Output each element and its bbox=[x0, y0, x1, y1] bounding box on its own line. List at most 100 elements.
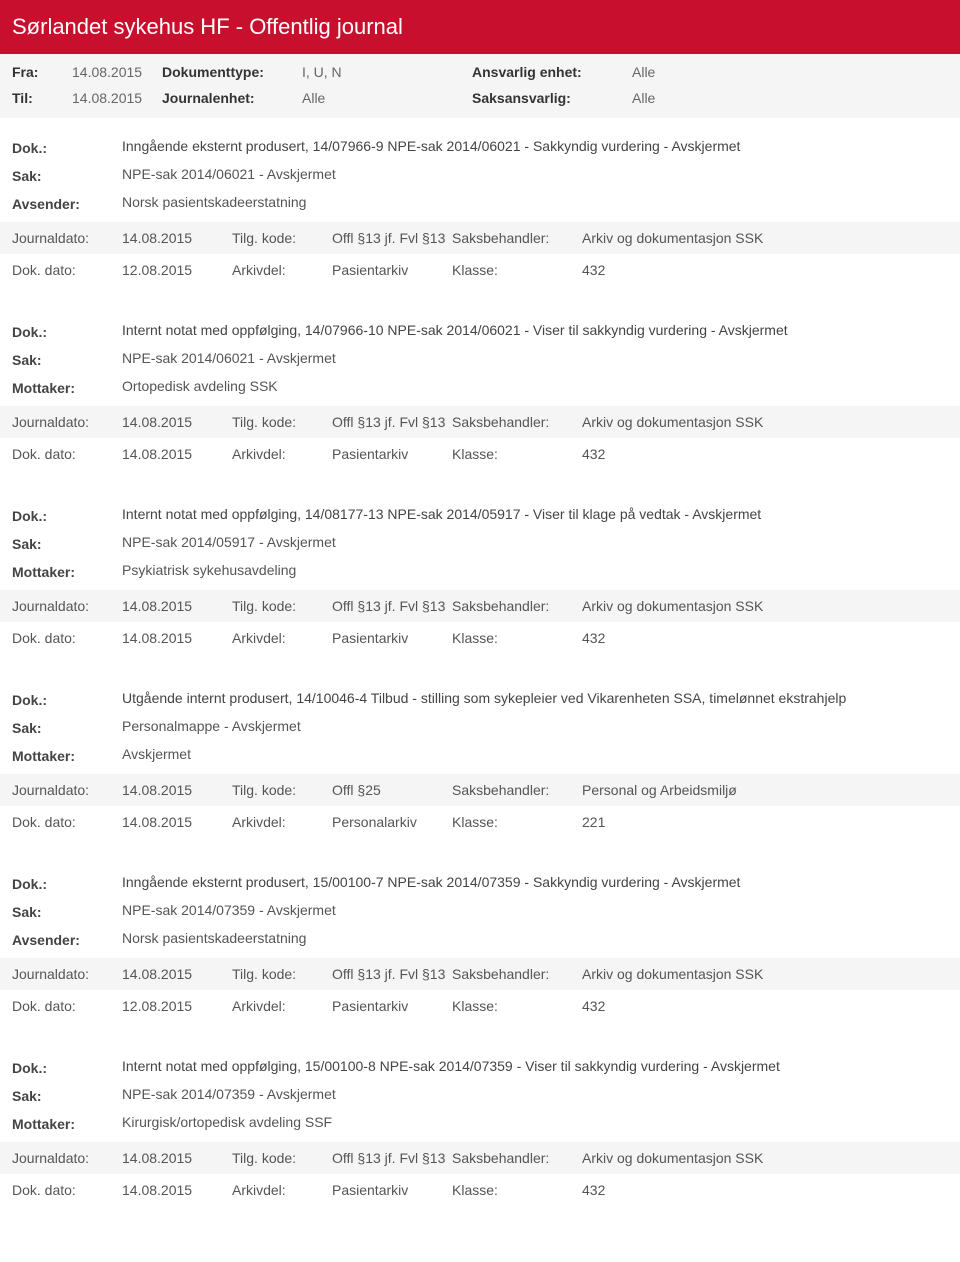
klasse-label: Klasse: bbox=[452, 1182, 582, 1198]
party-label: Mottaker: bbox=[12, 378, 122, 396]
filter-journalenhet-value: Alle bbox=[302, 90, 462, 106]
dok-value: Internt notat med oppfølging, 14/08177-1… bbox=[122, 506, 948, 524]
sak-value: NPE-sak 2014/06021 - Avskjermet bbox=[122, 350, 948, 368]
dokdato-label: Dok. dato: bbox=[12, 998, 122, 1014]
party-label: Avsender: bbox=[12, 930, 122, 948]
saksbehandler-value: Arkiv og dokumentasjon SSK bbox=[582, 966, 948, 982]
dok-value: Internt notat med oppfølging, 15/00100-8… bbox=[122, 1058, 948, 1076]
arkivdel-label: Arkivdel: bbox=[232, 1182, 332, 1198]
sak-label: Sak: bbox=[12, 350, 122, 368]
sak-value: NPE-sak 2014/07359 - Avskjermet bbox=[122, 1086, 948, 1104]
dok-value: Inngående eksternt produsert, 15/00100-7… bbox=[122, 874, 948, 892]
dokdato-label: Dok. dato: bbox=[12, 630, 122, 646]
saksbehandler-label: Saksbehandler: bbox=[452, 782, 582, 798]
party-label: Mottaker: bbox=[12, 746, 122, 764]
dok-label: Dok.: bbox=[12, 138, 122, 156]
dok-value: Inngående eksternt produsert, 14/07966-9… bbox=[122, 138, 948, 156]
filter-journalenhet-label: Journalenhet: bbox=[162, 90, 292, 106]
filter-fra-value: 14.08.2015 bbox=[72, 64, 152, 80]
filter-doktype-label: Dokumenttype: bbox=[162, 64, 292, 80]
journaldato-value: 14.08.2015 bbox=[122, 1150, 232, 1166]
arkivdel-value: Pasientarkiv bbox=[332, 446, 452, 462]
party-label: Mottaker: bbox=[12, 1114, 122, 1132]
dok-label: Dok.: bbox=[12, 690, 122, 708]
party-label: Avsender: bbox=[12, 194, 122, 212]
klasse-value: 432 bbox=[582, 446, 948, 462]
tilgkode-label: Tilg. kode: bbox=[232, 230, 332, 246]
record: Dok.:Internt notat med oppfølging, 14/08… bbox=[0, 504, 960, 654]
saksbehandler-value: Arkiv og dokumentasjon SSK bbox=[582, 1150, 948, 1166]
sak-label: Sak: bbox=[12, 718, 122, 736]
klasse-label: Klasse: bbox=[452, 446, 582, 462]
journaldato-value: 14.08.2015 bbox=[122, 414, 232, 430]
dok-value: Utgående internt produsert, 14/10046-4 T… bbox=[122, 690, 948, 708]
arkivdel-label: Arkivdel: bbox=[232, 998, 332, 1014]
party-value: Ortopedisk avdeling SSK bbox=[122, 378, 948, 396]
tilgkode-value: Offl §25 bbox=[332, 782, 452, 798]
arkivdel-label: Arkivdel: bbox=[232, 630, 332, 646]
journaldato-value: 14.08.2015 bbox=[122, 966, 232, 982]
arkivdel-value: Pasientarkiv bbox=[332, 262, 452, 278]
dokdato-label: Dok. dato: bbox=[12, 814, 122, 830]
dokdato-value: 14.08.2015 bbox=[122, 446, 232, 462]
journaldato-value: 14.08.2015 bbox=[122, 782, 232, 798]
tilgkode-value: Offl §13 jf. Fvl §13 bbox=[332, 230, 452, 246]
arkivdel-label: Arkivdel: bbox=[232, 446, 332, 462]
dokdato-label: Dok. dato: bbox=[12, 262, 122, 278]
party-label: Mottaker: bbox=[12, 562, 122, 580]
arkivdel-value: Pasientarkiv bbox=[332, 998, 452, 1014]
klasse-value: 221 bbox=[582, 814, 948, 830]
klasse-value: 432 bbox=[582, 262, 948, 278]
tilgkode-label: Tilg. kode: bbox=[232, 782, 332, 798]
dokdato-value: 12.08.2015 bbox=[122, 262, 232, 278]
arkivdel-value: Pasientarkiv bbox=[332, 630, 452, 646]
tilgkode-label: Tilg. kode: bbox=[232, 598, 332, 614]
record: Dok.:Internt notat med oppfølging, 14/07… bbox=[0, 320, 960, 470]
filter-ansvarlig-value: Alle bbox=[632, 64, 752, 80]
tilgkode-value: Offl §13 jf. Fvl §13 bbox=[332, 1150, 452, 1166]
klasse-label: Klasse: bbox=[452, 630, 582, 646]
tilgkode-value: Offl §13 jf. Fvl §13 bbox=[332, 414, 452, 430]
saksbehandler-label: Saksbehandler: bbox=[452, 966, 582, 982]
filter-til-label: Til: bbox=[12, 90, 62, 106]
saksbehandler-value: Arkiv og dokumentasjon SSK bbox=[582, 230, 948, 246]
saksbehandler-value: Personal og Arbeidsmiljø bbox=[582, 782, 948, 798]
tilgkode-value: Offl §13 jf. Fvl §13 bbox=[332, 966, 452, 982]
klasse-value: 432 bbox=[582, 630, 948, 646]
tilgkode-label: Tilg. kode: bbox=[232, 414, 332, 430]
party-value: Norsk pasientskadeerstatning bbox=[122, 194, 948, 212]
dokdato-value: 14.08.2015 bbox=[122, 814, 232, 830]
party-value: Avskjermet bbox=[122, 746, 948, 764]
sak-label: Sak: bbox=[12, 902, 122, 920]
filter-saksansvarlig-label: Saksansvarlig: bbox=[472, 90, 622, 106]
klasse-label: Klasse: bbox=[452, 262, 582, 278]
journaldato-label: Journaldato: bbox=[12, 1150, 122, 1166]
saksbehandler-label: Saksbehandler: bbox=[452, 598, 582, 614]
filter-ansvarlig-label: Ansvarlig enhet: bbox=[472, 64, 622, 80]
dokdato-value: 14.08.2015 bbox=[122, 1182, 232, 1198]
klasse-label: Klasse: bbox=[452, 814, 582, 830]
journaldato-label: Journaldato: bbox=[12, 230, 122, 246]
dok-label: Dok.: bbox=[12, 1058, 122, 1076]
tilgkode-label: Tilg. kode: bbox=[232, 966, 332, 982]
journaldato-label: Journaldato: bbox=[12, 598, 122, 614]
dokdato-label: Dok. dato: bbox=[12, 1182, 122, 1198]
sak-label: Sak: bbox=[12, 1086, 122, 1104]
dokdato-value: 14.08.2015 bbox=[122, 630, 232, 646]
saksbehandler-label: Saksbehandler: bbox=[452, 414, 582, 430]
page-title: Sørlandet sykehus HF - Offentlig journal bbox=[12, 14, 403, 39]
arkivdel-value: Personalarkiv bbox=[332, 814, 452, 830]
records-container: Dok.:Inngående eksternt produsert, 14/07… bbox=[0, 136, 960, 1206]
arkivdel-label: Arkivdel: bbox=[232, 814, 332, 830]
journaldato-value: 14.08.2015 bbox=[122, 598, 232, 614]
filter-saksansvarlig-value: Alle bbox=[632, 90, 752, 106]
sak-value: NPE-sak 2014/06021 - Avskjermet bbox=[122, 166, 948, 184]
saksbehandler-label: Saksbehandler: bbox=[452, 230, 582, 246]
page-header: Sørlandet sykehus HF - Offentlig journal bbox=[0, 0, 960, 54]
sak-label: Sak: bbox=[12, 166, 122, 184]
sak-value: NPE-sak 2014/07359 - Avskjermet bbox=[122, 902, 948, 920]
record: Dok.:Inngående eksternt produsert, 15/00… bbox=[0, 872, 960, 1022]
saksbehandler-value: Arkiv og dokumentasjon SSK bbox=[582, 414, 948, 430]
dok-label: Dok.: bbox=[12, 506, 122, 524]
sak-label: Sak: bbox=[12, 534, 122, 552]
